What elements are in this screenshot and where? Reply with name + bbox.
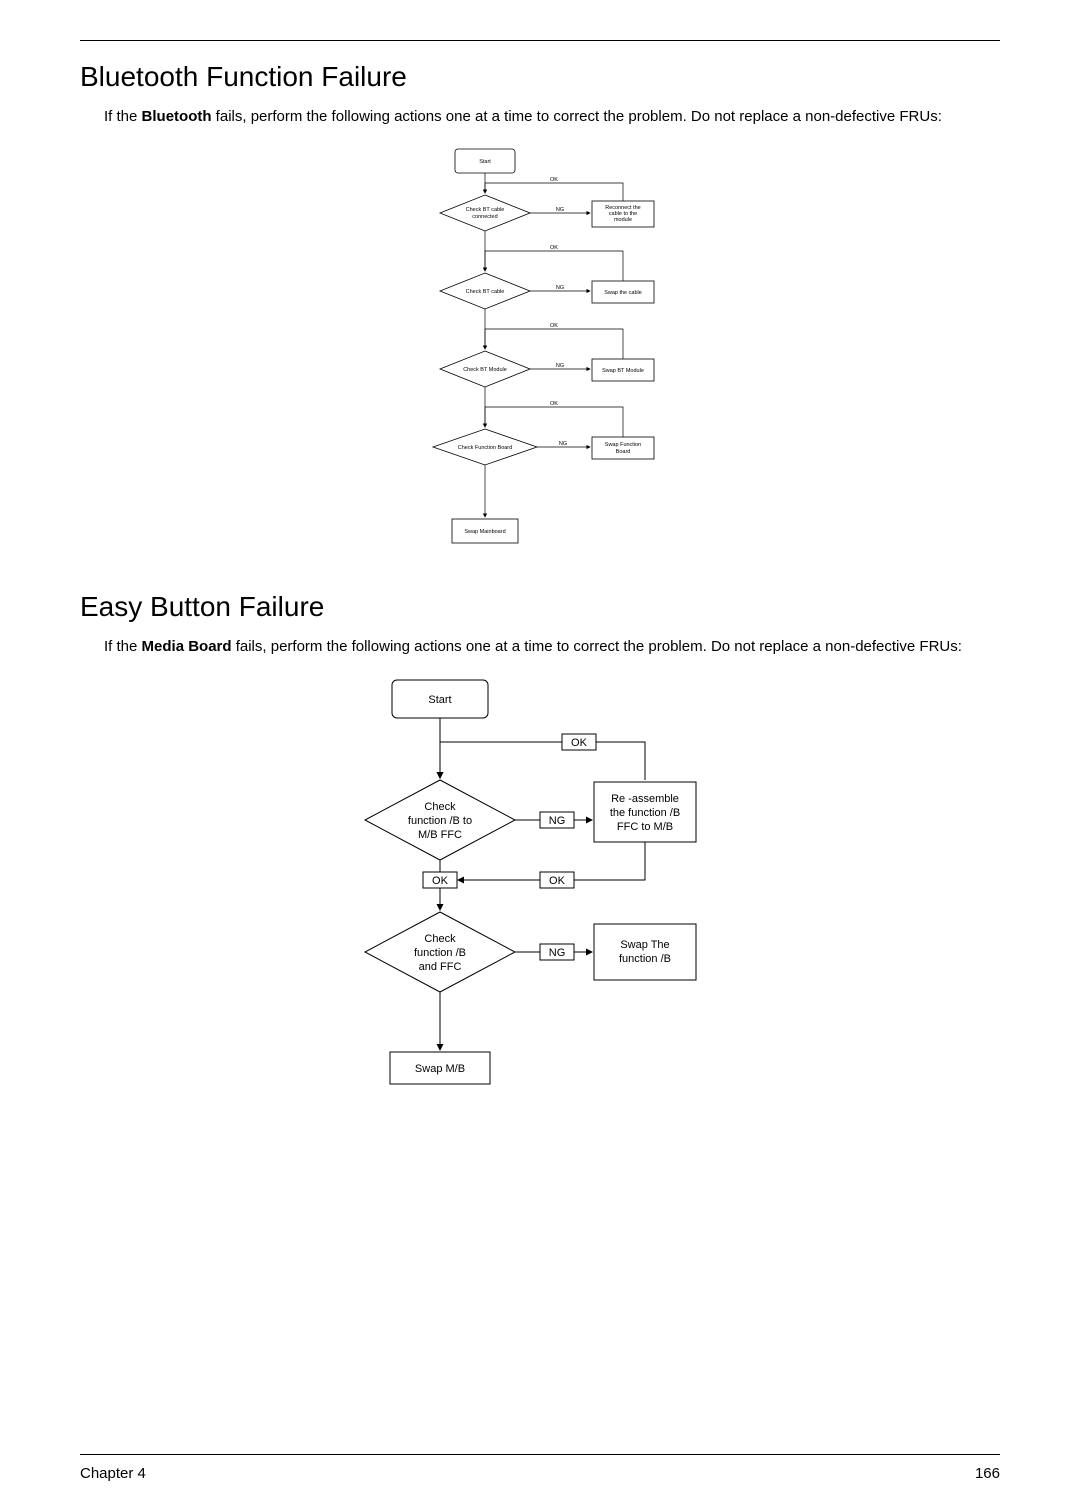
bt-ok-1: OK bbox=[550, 177, 558, 183]
bt-end: Swap Mainboard bbox=[464, 529, 505, 535]
eb-ng-1: NG bbox=[549, 815, 566, 827]
bt-ok-3: OK bbox=[550, 323, 558, 329]
top-rule bbox=[80, 40, 1000, 41]
bt-d1b: connected bbox=[472, 214, 497, 220]
eb-d1c: M/B FFC bbox=[418, 829, 462, 841]
bt-ok-2: OK bbox=[550, 245, 558, 251]
eb-intro-post: fails, perform the following actions one… bbox=[232, 638, 962, 655]
bt-ng-2: NG bbox=[556, 285, 564, 291]
eb-ok-1: OK bbox=[571, 737, 588, 749]
bt-d1a: Check BT cable bbox=[466, 207, 505, 213]
eb-start: Start bbox=[428, 694, 451, 706]
eb-d2b: function /B bbox=[414, 947, 466, 959]
bt-title: Bluetooth Function Failure bbox=[80, 61, 1000, 93]
bt-ok-4: OK bbox=[550, 401, 558, 407]
page-footer: Chapter 4 166 bbox=[80, 1454, 1000, 1482]
bt-ng-1: NG bbox=[556, 207, 564, 213]
bt-ng-3: NG bbox=[556, 363, 564, 369]
eb-r2a: Swap The bbox=[620, 939, 669, 951]
eb-d1a: Check bbox=[424, 801, 456, 813]
eb-flowchart: Start OK Check function /B to M/B FFC NG… bbox=[80, 672, 1000, 1142]
bt-intro-pre: If the bbox=[104, 108, 142, 125]
eb-intro: If the Media Board fails, perform the fo… bbox=[104, 637, 1000, 657]
bt-r1c: module bbox=[614, 217, 632, 223]
eb-ng-2: NG bbox=[549, 947, 566, 959]
eb-title: Easy Button Failure bbox=[80, 591, 1000, 623]
eb-ok-mid: OK bbox=[432, 875, 449, 887]
eb-intro-pre: If the bbox=[104, 638, 142, 655]
eb-r1a: Re -assemble bbox=[611, 793, 679, 805]
eb-d2c: and FFC bbox=[419, 961, 462, 973]
bt-ng-4: NG bbox=[559, 441, 567, 447]
eb-r1b: the function /B bbox=[610, 807, 680, 819]
footer-page: 166 bbox=[975, 1465, 1000, 1482]
bt-r4b: Board bbox=[616, 449, 631, 455]
bt-start: Start bbox=[479, 159, 491, 165]
eb-r1c: FFC to M/B bbox=[617, 821, 673, 833]
bt-r2: Swap the cable bbox=[604, 290, 642, 296]
bt-intro: If the Bluetooth fails, perform the foll… bbox=[104, 107, 1000, 127]
eb-r2b: function /B bbox=[619, 953, 671, 965]
eb-ok-2: OK bbox=[549, 875, 566, 887]
bt-d4: Check Function Board bbox=[458, 445, 512, 451]
bt-d2: Check BT cable bbox=[466, 289, 505, 295]
eb-d1b: function /B to bbox=[408, 815, 472, 827]
bt-intro-bold: Bluetooth bbox=[142, 108, 212, 125]
eb-end: Swap M/B bbox=[415, 1063, 465, 1075]
footer-chapter: Chapter 4 bbox=[80, 1465, 146, 1482]
bt-d3: Check BT Module bbox=[463, 367, 507, 373]
bt-r3: Swap BT Module bbox=[602, 368, 644, 374]
eb-intro-bold: Media Board bbox=[142, 638, 232, 655]
bt-flowchart: Start OK Check BT cable connected NG Rec… bbox=[80, 141, 1000, 571]
bt-intro-post: fails, perform the following actions one… bbox=[212, 108, 942, 125]
eb-d2a: Check bbox=[424, 933, 456, 945]
bt-r4a: Swap Function bbox=[605, 442, 641, 448]
bottom-rule bbox=[80, 1454, 1000, 1455]
